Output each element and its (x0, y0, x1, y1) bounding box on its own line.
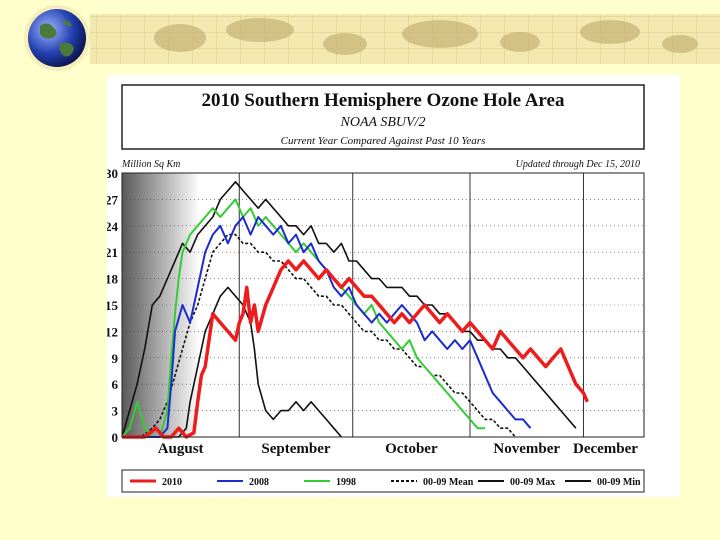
x-tick-label-4: December (573, 441, 638, 457)
series-line-00-09-max (121, 181, 577, 438)
x-axis-months: August September October November December (158, 441, 639, 457)
series-line-00-09-min (122, 286, 343, 438)
chart-note: Current Year Compared Against Past 10 Ye… (281, 135, 486, 147)
legend: 2010 2008 1998 00-09 Mean 00-09 Max 00-09 Min (130, 477, 641, 488)
y-tick-label-1: 3 (112, 404, 119, 419)
legend-label-0: 2010 (162, 477, 182, 488)
x-tick-label-0: August (158, 441, 204, 457)
chart-title-box (121, 84, 645, 150)
y-tick-label-2: 6 (112, 377, 119, 392)
x-tick-label-2: October (385, 441, 438, 457)
globe-icon (24, 5, 90, 71)
legend-label-5: 00-09 Min (597, 477, 641, 488)
updated-label: Updated through Dec 15, 2010 (516, 159, 640, 170)
data-series (121, 181, 589, 439)
series-line-2010 (122, 259, 589, 439)
y-tick-label-6: 18 (107, 272, 119, 287)
chart-title: 2010 Southern Hemisphere Ozone Hole Area (202, 90, 565, 111)
y-tick-label-10: 30 (107, 166, 118, 181)
series-line-00-09-mean (122, 233, 517, 438)
legend-label-3: 00-09 Mean (423, 477, 474, 488)
plot-frame (121, 172, 645, 438)
y-tick-label-3: 9 (112, 351, 119, 366)
x-tick-label-3: November (493, 441, 560, 457)
y-tick-label-4: 12 (107, 324, 118, 339)
series-line-2008 (122, 216, 532, 438)
units-label: Million Sq Km (121, 159, 180, 170)
legend-box (121, 469, 645, 493)
legend-label-4: 00-09 Max (510, 477, 555, 488)
ozone-hole-chart: 2010 Southern Hemisphere Ozone Hole Area… (83, 84, 645, 493)
y-tick-label-8: 24 (107, 219, 119, 234)
y-tick-label-9: 27 (107, 192, 119, 207)
slide-banner (24, 5, 720, 71)
chart-subtitle: NOAA SBUV/2 (340, 115, 426, 130)
plot-grid (122, 173, 644, 437)
x-tick-label-1: September (261, 441, 330, 457)
ozone-hole-chart-panel: 2010 Southern Hemisphere Ozone Hole Area… (83, 75, 680, 497)
legend-label-1: 2008 (249, 477, 269, 488)
y-tick-label-5: 15 (107, 298, 119, 313)
y-tick-label-0: 0 (112, 430, 119, 445)
legend-label-2: 1998 (336, 477, 356, 488)
series-line-1998 (121, 198, 486, 438)
y-axis-ticks: 0 3 6 9 12 15 18 21 24 27 30 (105, 166, 119, 445)
y-tick-label-7: 21 (107, 245, 118, 260)
